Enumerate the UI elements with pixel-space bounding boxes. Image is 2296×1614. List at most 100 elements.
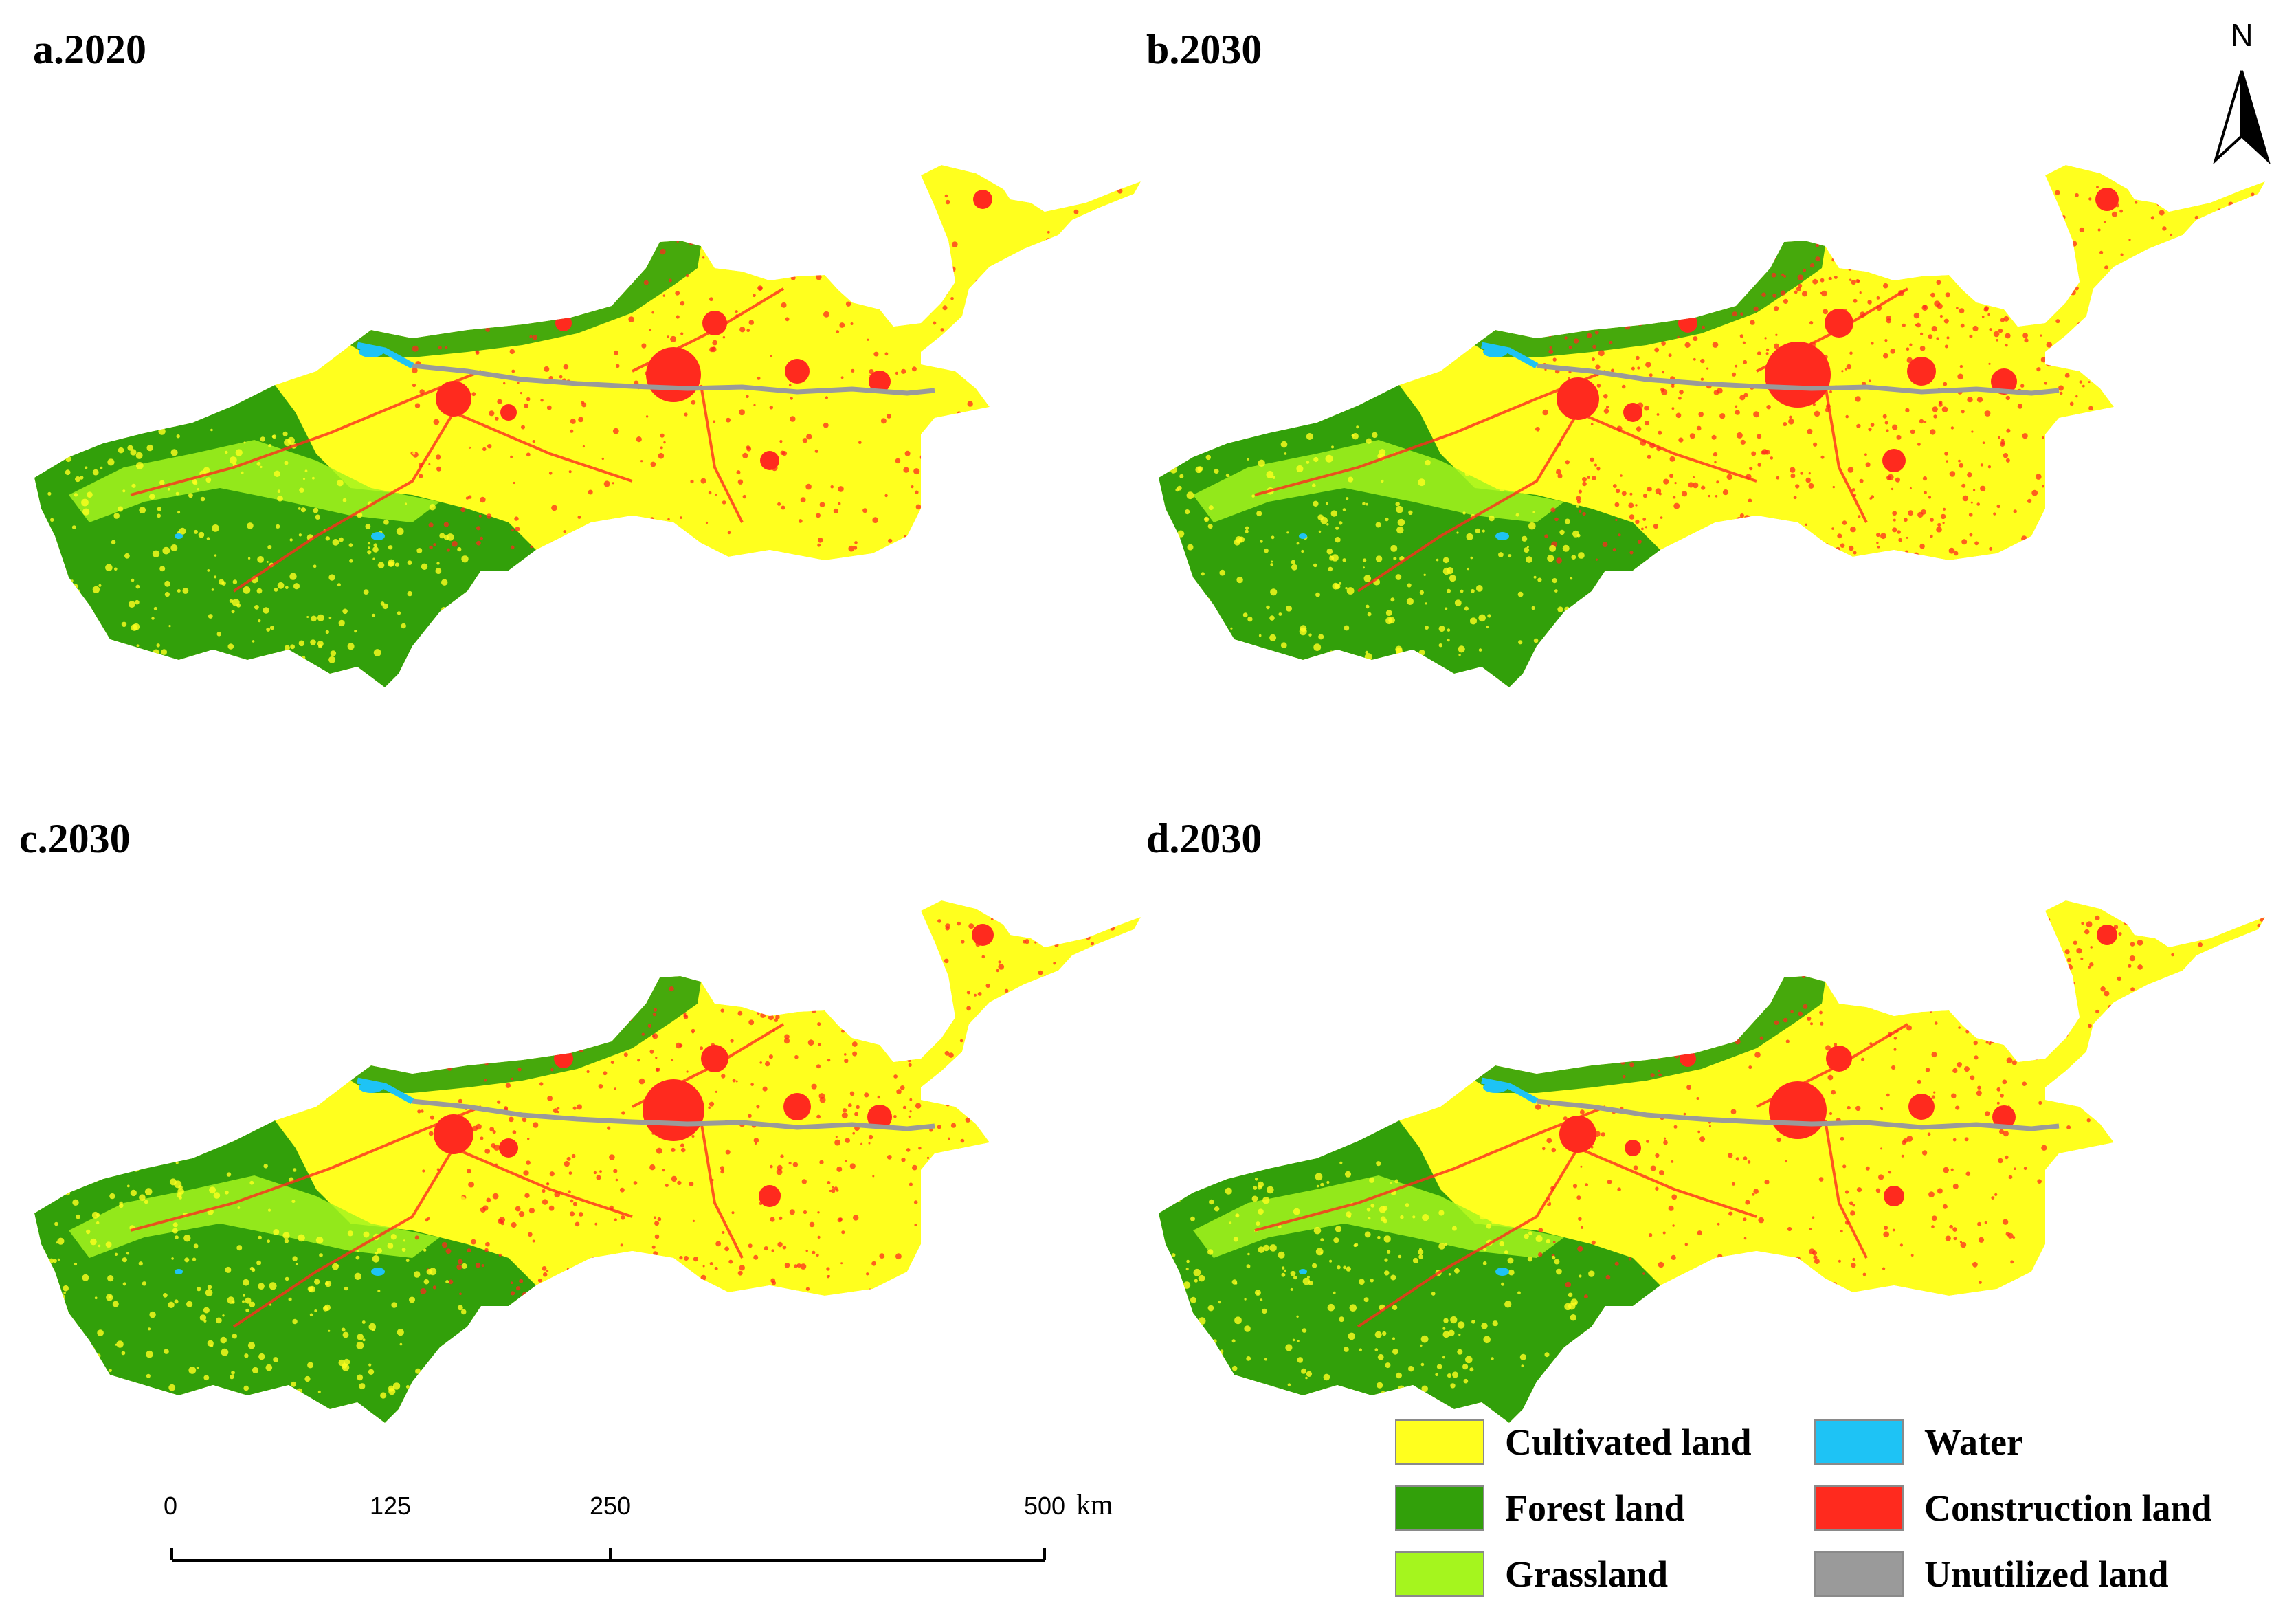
road-line (130, 1105, 482, 1232)
legend: Cultivated land Water Forest land Constr… (1395, 1419, 2288, 1612)
lake (1495, 532, 1509, 540)
city-area (867, 1105, 892, 1129)
legend-label-forest: Forest land (1505, 1488, 1685, 1529)
road-line (1577, 411, 1757, 483)
lake (1299, 533, 1307, 539)
city-area (702, 311, 727, 335)
river-line (1536, 363, 2060, 396)
city-area (1625, 1140, 1641, 1156)
road-line (1824, 384, 1868, 523)
city-area (646, 347, 701, 402)
panel-label-a: a.2020 (33, 27, 146, 72)
city-area (785, 359, 810, 384)
scale-bar: 0 125 250 500 km (164, 1490, 1113, 1574)
lake (371, 1268, 385, 1276)
forest-north-strip (350, 241, 701, 357)
lake (359, 1082, 383, 1093)
map-panel-c (27, 900, 1155, 1519)
city-area (434, 1114, 473, 1154)
forest-north-strip (1475, 976, 1825, 1093)
river-line (412, 1098, 935, 1131)
road-line (130, 370, 482, 496)
legend-label-unutilized: Unutilized land (1924, 1554, 2169, 1595)
scale-unit: km (1076, 1490, 1113, 1521)
north-label: N (2230, 17, 2253, 53)
city-area (1825, 309, 1853, 338)
road-line (453, 411, 633, 483)
city-area (1769, 1081, 1827, 1139)
city-area (555, 315, 572, 331)
road-line (700, 1120, 744, 1259)
lake (175, 533, 183, 539)
river-line (412, 363, 935, 396)
city-area (759, 1185, 781, 1207)
city-area (499, 1138, 518, 1158)
road-line (700, 384, 744, 523)
panel-label-c: c.2030 (19, 816, 131, 861)
road-line (232, 411, 455, 593)
legend-swatch-unutilized (1814, 1551, 1904, 1597)
city-area (869, 371, 891, 393)
land-use-map (1159, 165, 2265, 687)
legend-swatch-forest (1395, 1485, 1484, 1531)
city-area (973, 190, 992, 209)
lake (1495, 1268, 1509, 1276)
city-area (1623, 403, 1642, 422)
city-area (643, 1079, 704, 1141)
city-area (1826, 1046, 1852, 1072)
city-area (1992, 1105, 2016, 1129)
city-area (1884, 1186, 1904, 1206)
road-line (453, 1147, 633, 1218)
city-area (1882, 449, 1906, 472)
scale-tick-label-125: 125 (369, 1492, 412, 1520)
river-line (1536, 1098, 2060, 1131)
city-area (1991, 368, 2017, 395)
city-area (500, 404, 517, 421)
grassland-area (69, 1175, 440, 1258)
city-area (2095, 188, 2119, 211)
city-area (436, 381, 471, 417)
map-panel-b (1152, 165, 2279, 784)
road-line (1577, 1147, 1757, 1218)
city-area (1678, 313, 1697, 333)
scale-tick-label-0: 0 (163, 1492, 178, 1520)
scale-tick-label-500: 500 (1023, 1492, 1066, 1520)
scale-bar-line (170, 1548, 1046, 1562)
land-use-map (34, 900, 1141, 1423)
lake (175, 1269, 183, 1274)
scale-tick-label-250: 250 (589, 1492, 632, 1520)
grassland-area (1193, 440, 1564, 522)
city-area (1907, 357, 1936, 386)
city-area (921, 990, 948, 1017)
forest-north-strip (350, 976, 701, 1093)
city-area (972, 924, 994, 946)
city-area (783, 1093, 811, 1120)
city-area (1765, 342, 1831, 408)
city-area (701, 1045, 728, 1072)
lake (1299, 1269, 1307, 1274)
legend-label-cultivated: Cultivated land (1505, 1422, 1752, 1463)
legend-swatch-cultivated (1395, 1419, 1484, 1465)
road-line (1357, 1147, 1579, 1328)
land-use-map (34, 165, 1141, 687)
city-area (922, 256, 947, 280)
road-line (232, 1147, 455, 1328)
panel-label-d: d.2030 (1146, 816, 1262, 861)
lake (1483, 346, 1508, 357)
city-area (1557, 377, 1599, 420)
city-area (2046, 991, 2072, 1017)
grassland-area (1193, 1175, 1564, 1258)
north-arrow-icon (2213, 70, 2271, 164)
lake (371, 532, 385, 540)
legend-swatch-water (1814, 1419, 1904, 1465)
land-use-map (1159, 900, 2265, 1423)
grassland-area (69, 440, 440, 522)
legend-label-water: Water (1924, 1422, 2023, 1463)
lake (1483, 1082, 1508, 1093)
city-area (2097, 925, 2117, 945)
city-area (1908, 1094, 1935, 1120)
city-area (760, 451, 779, 470)
road-line (1254, 1105, 1606, 1232)
lake (359, 346, 383, 357)
road-line (1357, 411, 1579, 593)
